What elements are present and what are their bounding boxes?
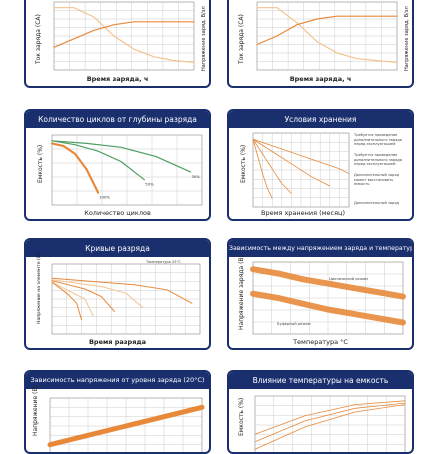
series-line	[51, 140, 192, 173]
storage-note-1: Требуется проведение дополнительного зар…	[354, 133, 402, 147]
series-line	[256, 7, 398, 64]
y-axis-label-right: Напряжение заряд. В/эл	[201, 6, 207, 71]
series-line	[254, 400, 406, 435]
chart-charge-temp	[250, 261, 406, 335]
y-axis-label: Емкость (%)	[37, 144, 44, 183]
chart-charge-left	[53, 1, 195, 71]
panel-charge-right: Ток заряда (СА) Напряжение заряд. В/эл В…	[227, 0, 414, 88]
series-line	[51, 277, 193, 304]
y-axis-label: Ток заряда (СА)	[238, 14, 245, 64]
x-axis-label: Температура °C	[293, 338, 348, 346]
panel-charge-temp: Зависимость между напряжением заряда и т…	[227, 238, 414, 350]
panel-storage: Условия хранения Емкость (%) Время хране…	[227, 109, 414, 221]
y-axis-label: Напряжение заряда (В)	[238, 255, 245, 330]
panel-title: Зависимость между напряжением заряда и т…	[229, 240, 412, 257]
x-axis-label: Время заряда, ч	[86, 75, 149, 83]
x-axis-label: Время разряда	[88, 338, 147, 346]
chart-temp-capacity	[254, 395, 406, 452]
chart-charge-right	[256, 1, 398, 71]
series-line	[51, 279, 143, 308]
panel-charge-left: Ток заряда (СА) Напряжение заряд. В/эл В…	[24, 0, 211, 88]
panel-temp-capacity: Влияние температуры на емкость Емкость (…	[227, 370, 414, 454]
series-line	[51, 281, 94, 317]
panel-title: Количество циклов от глубины разряда	[26, 111, 209, 128]
panel-title: Условия хранения	[229, 111, 412, 128]
y-axis-label: Емкость (%)	[240, 144, 247, 183]
storage-note-2: Требуется проведение дополнительного зар…	[354, 153, 402, 167]
panel-cycles: Количество циклов от глубины разряда 100…	[24, 109, 211, 221]
chart-ocv	[47, 397, 205, 452]
series-line	[252, 138, 292, 194]
x-axis-label: Количество циклов	[84, 209, 151, 217]
panel-title: Кривые разряда	[26, 240, 209, 257]
series-band	[250, 290, 406, 326]
series-line	[51, 281, 83, 321]
series-line	[51, 140, 145, 181]
chart-discharge	[51, 263, 201, 335]
series-line	[53, 21, 195, 48]
y-axis-label: Емкость (%)	[238, 397, 245, 436]
panel-ocv: Зависимость напряжения от уровня заряда …	[24, 370, 211, 454]
panel-discharge: Кривые разряда Напряжение на элементе (В…	[24, 238, 211, 350]
series-line	[252, 138, 331, 187]
y-axis-label: Напряжение (В)	[32, 385, 39, 436]
series-line	[50, 142, 100, 194]
series-line	[51, 280, 115, 312]
y-axis-label: Напряжение на элементе (В)	[37, 253, 42, 324]
panel-title: Влияние температуры на емкость	[229, 372, 412, 389]
storage-note-4: Дополнительный заряд	[354, 201, 399, 205]
series-line	[53, 7, 195, 64]
series-label: 50%	[145, 182, 154, 187]
series-band	[250, 266, 406, 300]
series-line	[256, 15, 398, 46]
storage-note-3: Дополнительный заряд может восстановить …	[354, 173, 399, 187]
series-line	[252, 138, 350, 175]
x-axis-label: Время заряда, ч	[289, 75, 352, 83]
y-axis-label-right: Напряжение заряд. В/эл	[404, 6, 410, 71]
y-axis-label: Ток заряда (СА)	[35, 14, 42, 64]
label-buffer-mode: Буферный режим	[277, 322, 311, 326]
series-line	[252, 138, 273, 199]
chart-storage	[252, 132, 350, 208]
label-cycle-mode: Циклический режим	[329, 277, 368, 281]
panel-title: Зависимость напряжения от уровня заряда …	[26, 372, 209, 389]
x-axis-label: Время хранения (месяц)	[260, 209, 345, 217]
temperature-note: Температура 25°C	[146, 260, 181, 264]
chart-cycles: 100% 50% 30%	[50, 134, 203, 206]
series-label: 100%	[99, 195, 110, 200]
series-label: 30%	[191, 174, 200, 179]
